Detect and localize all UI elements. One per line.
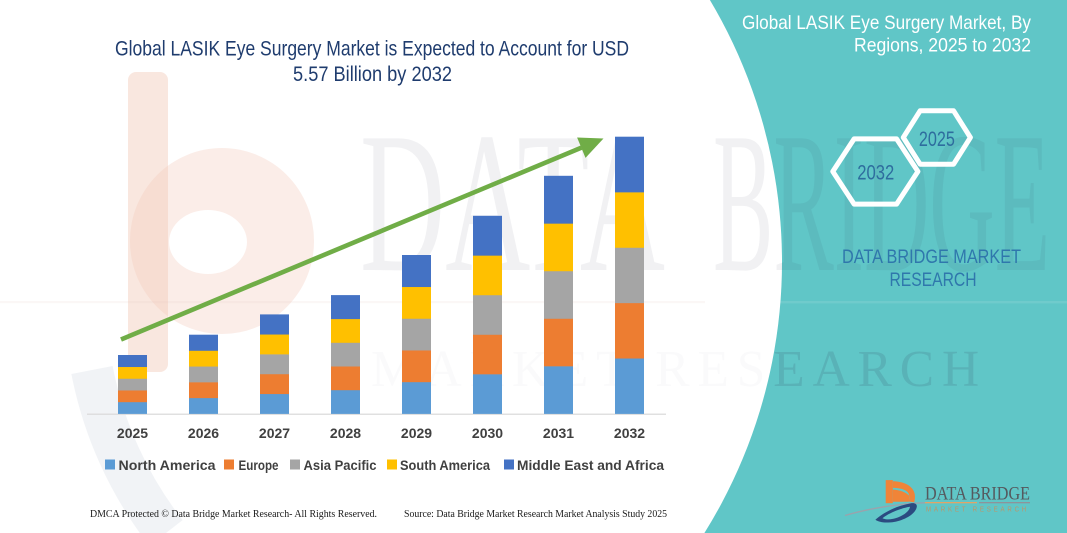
svg-text:DMCA Protected © Data Bridge M: DMCA Protected © Data Bridge Market Rese…	[90, 509, 377, 520]
svg-text:Regions, 2025 to 2032: Regions, 2025 to 2032	[854, 35, 1031, 57]
svg-text:2025: 2025	[919, 128, 955, 151]
svg-text:Global LASIK Eye Surgery Marke: Global LASIK Eye Surgery Market is Expec…	[115, 38, 629, 61]
svg-text:Global LASIK Eye Surgery Marke: Global LASIK Eye Surgery Market, By	[742, 12, 1031, 34]
svg-text:2028: 2028	[330, 425, 361, 441]
svg-text:Asia Pacific: Asia Pacific	[304, 458, 377, 473]
svg-text:2027: 2027	[259, 425, 290, 441]
svg-text:2032: 2032	[614, 425, 645, 441]
svg-text:2026: 2026	[188, 425, 219, 441]
svg-text:2032: 2032	[857, 162, 894, 185]
svg-text:2030: 2030	[472, 425, 503, 441]
svg-text:2029: 2029	[401, 425, 432, 441]
svg-text:DATA BRIDGE MARKET: DATA BRIDGE MARKET	[842, 247, 1021, 268]
svg-text:RESEARCH: RESEARCH	[890, 270, 977, 291]
svg-text:MARKET RESEARCH: MARKET RESEARCH	[926, 507, 1029, 514]
svg-text:Middle East and Africa: Middle East and Africa	[517, 458, 665, 473]
svg-text:South America: South America	[400, 458, 490, 473]
svg-text:North America: North America	[119, 458, 217, 473]
svg-text:5.57 Billion by 2032: 5.57 Billion by 2032	[293, 63, 452, 86]
svg-text:Europe: Europe	[239, 458, 279, 473]
svg-text:2025: 2025	[117, 425, 148, 441]
svg-text:DATA BRIDGE: DATA BRIDGE	[925, 484, 1030, 505]
svg-text:Source: Data Bridge Market Res: Source: Data Bridge Market Research Mark…	[404, 509, 667, 520]
svg-text:2031: 2031	[543, 425, 574, 441]
